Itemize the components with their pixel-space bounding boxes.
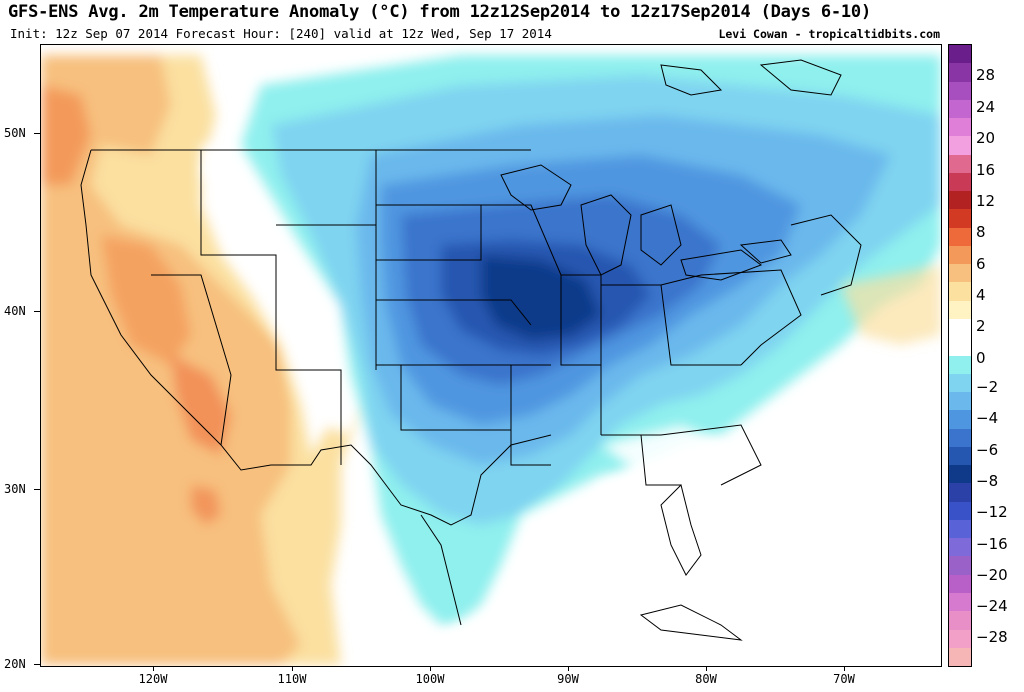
lat-label-30n: 30N — [4, 482, 26, 496]
colorbar-label: −28 — [976, 628, 1008, 646]
colorbar-swatch — [949, 63, 971, 82]
colorbar-label: −12 — [976, 503, 1008, 521]
lat-label-50n: 50N — [4, 126, 26, 140]
borders-layer — [80, 149, 862, 526]
colorbar-label: 24 — [976, 98, 996, 116]
colorbar-label: 4 — [976, 286, 986, 304]
lat-tick — [34, 489, 40, 490]
lon-label-110w: 110W — [277, 672, 307, 686]
colorbar-swatch — [949, 191, 971, 210]
colorbar-swatch — [949, 428, 971, 447]
colorbar-swatch — [949, 154, 971, 173]
colorbar-swatch — [949, 556, 971, 575]
colorbar-swatch — [949, 465, 971, 484]
lat-tick — [34, 133, 40, 134]
lon-tick — [292, 665, 293, 671]
colorbar — [948, 44, 972, 667]
lat-tick — [34, 311, 40, 312]
lon-tick — [430, 665, 431, 671]
lon-label-90w: 90W — [557, 672, 579, 686]
map-title: GFS-ENS Avg. 2m Temperature Anomaly (°C)… — [8, 2, 871, 22]
colorbar-label: 6 — [976, 255, 986, 273]
colorbar-label: −8 — [976, 472, 999, 490]
lon-tick — [568, 665, 569, 671]
colorbar-swatch — [949, 282, 971, 301]
colorbar-swatch — [949, 337, 971, 356]
colorbar-label: −24 — [976, 597, 1008, 615]
warm-anomaly-layer — [41, 55, 361, 665]
lon-label-80w: 80W — [695, 672, 717, 686]
lat-label-40n: 40N — [4, 304, 26, 318]
colorbar-swatch — [949, 45, 971, 64]
colorbar-swatch — [949, 629, 971, 648]
colorbar-label: 8 — [976, 223, 986, 241]
colorbar-swatch — [949, 592, 971, 612]
lon-label-70w: 70W — [833, 672, 855, 686]
colorbar-label: 16 — [976, 161, 996, 179]
colorbar-swatch — [949, 81, 971, 100]
colorbar-label: −4 — [976, 409, 999, 427]
colorbar-label: 2 — [976, 317, 986, 335]
colorbar-swatch — [949, 172, 971, 192]
colorbar-swatch — [949, 446, 971, 466]
colorbar-label: −16 — [976, 535, 1008, 553]
colorbar-swatch — [949, 209, 971, 228]
colorbar-swatch — [949, 611, 971, 630]
colorbar-label: 20 — [976, 129, 996, 147]
colorbar-swatch — [949, 483, 971, 502]
colorbar-swatch — [949, 647, 971, 667]
colorbar-swatch — [949, 501, 971, 520]
map-subtitle: Init: 12z Sep 07 2014 Forecast Hour: [24… — [10, 26, 552, 41]
colorbar-swatch — [949, 538, 971, 557]
colorbar-label: 12 — [976, 192, 996, 210]
colorbar-swatch — [949, 318, 971, 338]
lat-label-20n: 20N — [4, 657, 26, 671]
lon-tick — [153, 665, 154, 671]
colorbar-label: 0 — [976, 349, 986, 367]
colorbar-swatch — [949, 392, 971, 411]
lon-label-100w: 100W — [415, 672, 445, 686]
anomaly-map[interactable] — [40, 44, 942, 667]
colorbar-swatch — [949, 264, 971, 283]
colorbar-swatch — [949, 136, 971, 155]
colorbar-label: −20 — [976, 566, 1008, 584]
gulf-neutral-layer — [361, 265, 941, 665]
lon-tick — [844, 665, 845, 671]
coastline-layer — [420, 59, 842, 641]
colorbar-swatch — [949, 300, 971, 319]
lon-tick — [706, 665, 707, 671]
colorbar-swatch — [949, 519, 971, 539]
colorbar-swatch — [949, 373, 971, 393]
colorbar-swatch — [949, 227, 971, 246]
colorbar-swatch — [949, 355, 971, 374]
colorbar-swatch — [949, 99, 971, 119]
colorbar-label: 28 — [976, 66, 996, 84]
lat-tick — [34, 664, 40, 665]
colorbar-swatch — [949, 118, 971, 137]
credit-text: Levi Cowan - tropicaltidbits.com — [718, 27, 940, 41]
colorbar-label: −2 — [976, 378, 999, 396]
colorbar-swatch — [949, 410, 971, 429]
colorbar-label: −6 — [976, 441, 999, 459]
lon-label-120w: 120W — [138, 672, 168, 686]
colorbar-swatch — [949, 574, 971, 593]
colorbar-swatch — [949, 245, 971, 265]
